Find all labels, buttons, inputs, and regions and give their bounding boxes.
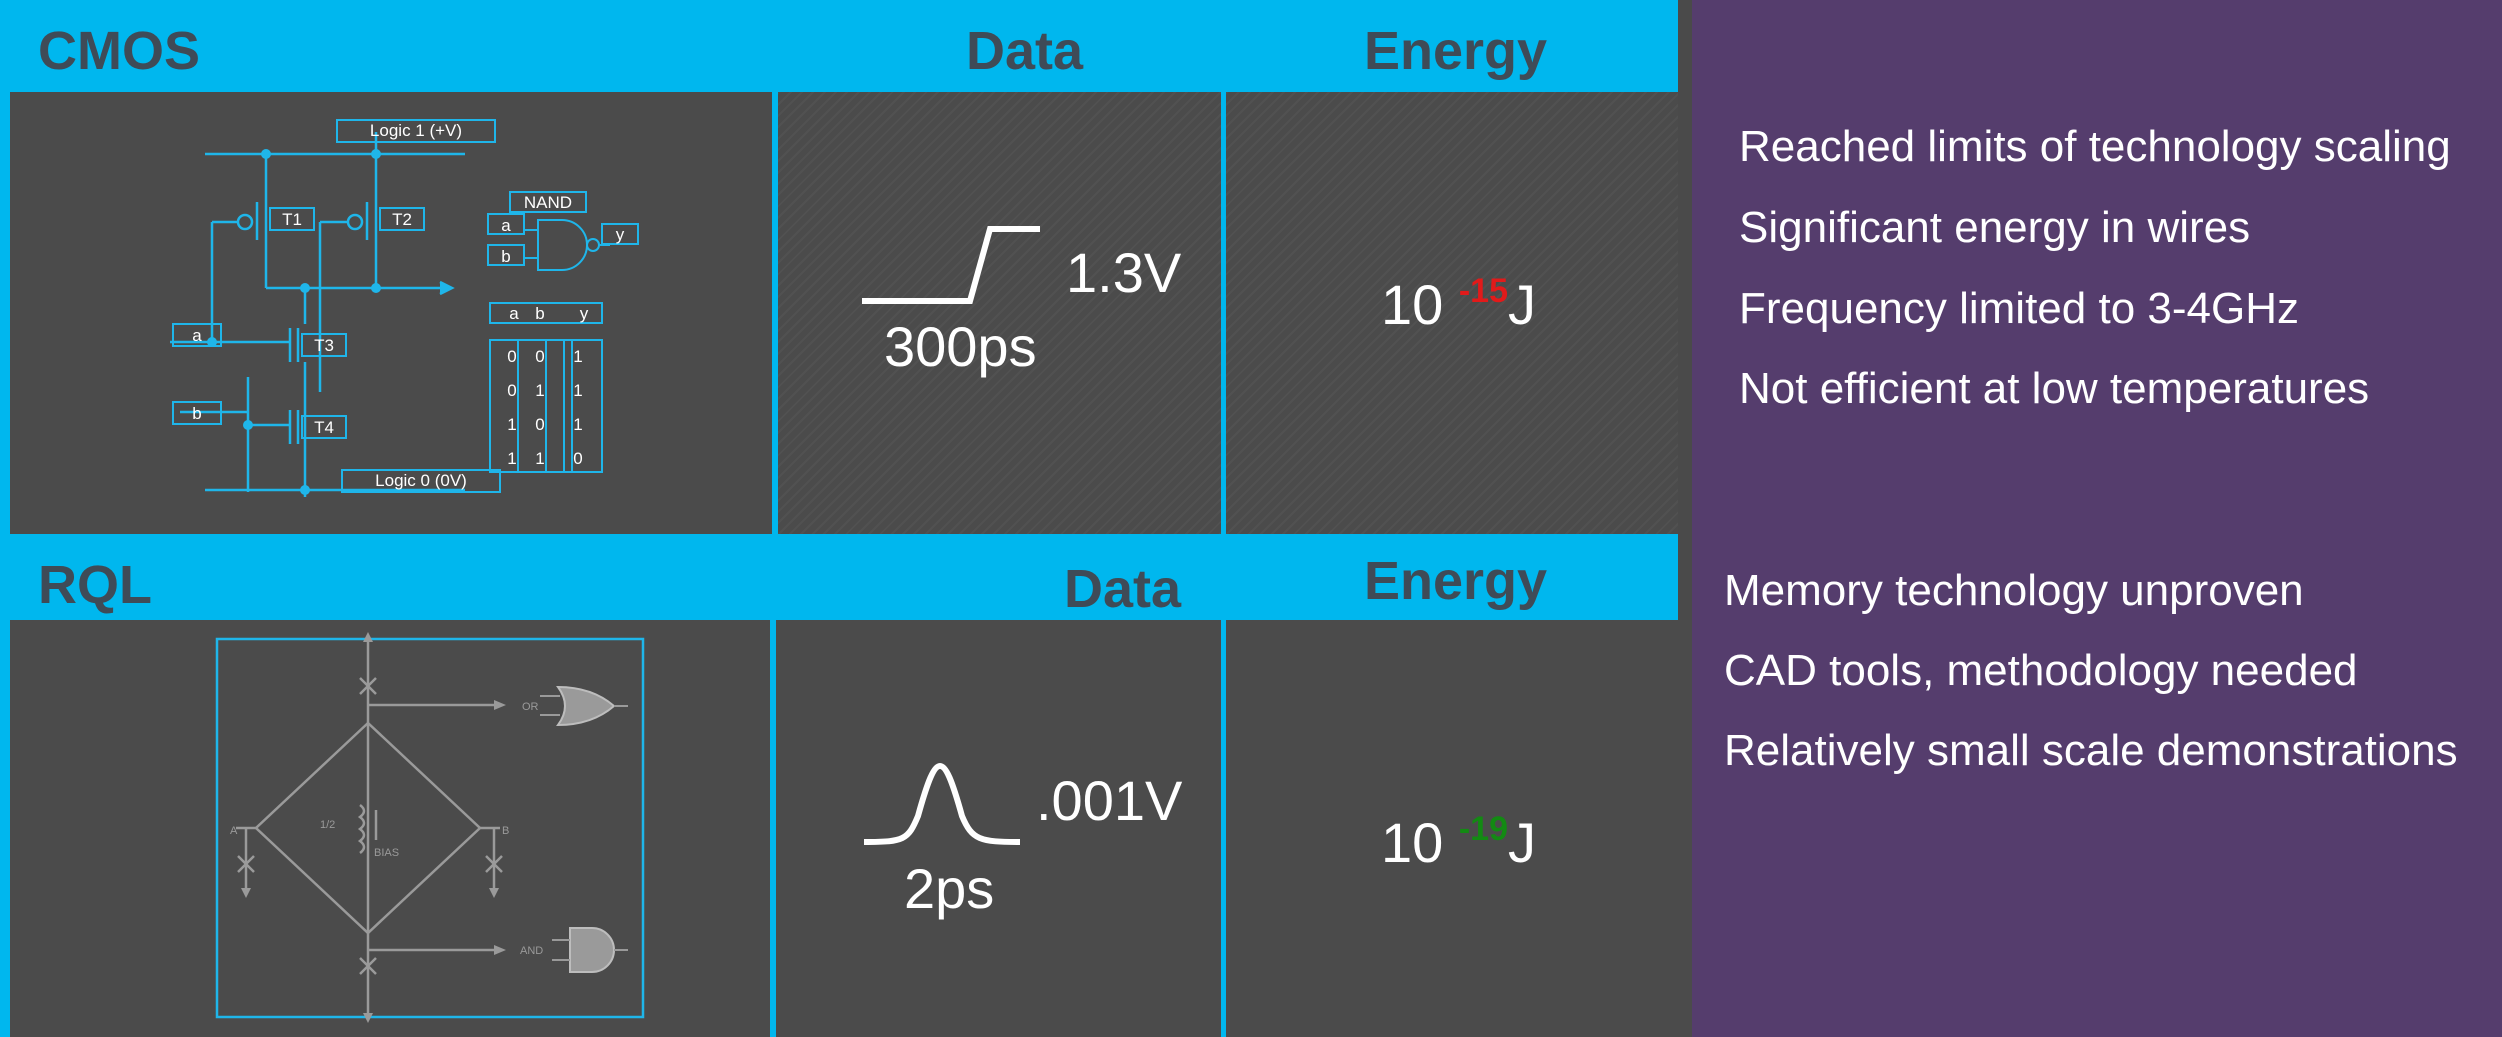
rql-energy-exponent: -19: [1458, 810, 1508, 848]
rql-half-label: 1/2: [320, 819, 335, 831]
t3-label: T3: [314, 336, 334, 355]
step-waveform-icon: [862, 226, 1040, 304]
gate-b-label: b: [501, 247, 510, 266]
rql-or-label: OR: [522, 701, 539, 713]
cmos-energy-header: Energy: [1364, 21, 1548, 81]
input-b-label: b: [192, 404, 201, 423]
tt-cell: 1: [573, 415, 582, 434]
cmos-bullet-2: Significant energy in wires: [1739, 203, 2251, 252]
tt-header-y: y: [580, 304, 589, 323]
rql-energy-base: 10: [1381, 811, 1444, 874]
tt-cell: 0: [535, 415, 544, 434]
t4-label: T4: [314, 418, 334, 437]
cmos-schematic-panel: Logic 1 (+V) Logic 0 (0V) T1 T2 T3 T4 a …: [10, 92, 772, 534]
cmos-energy-panel: 10 -15J: [1226, 92, 1678, 534]
tt-cell: 0: [573, 449, 582, 468]
rql-data-panel: .001V 2ps: [776, 620, 1221, 1037]
tt-cell: 1: [573, 381, 582, 400]
rql-bullet-3: Relatively small scale demonstrations: [1724, 726, 2458, 775]
rql-bullet-2: CAD tools, methodology needed: [1724, 646, 2358, 695]
cmos-voltage: 1.3V: [1066, 241, 1182, 304]
rql-time: 2ps: [904, 857, 995, 920]
t2-label: T2: [392, 210, 412, 229]
cmos-divider-1: [772, 92, 778, 538]
t1-label: T1: [282, 210, 302, 229]
rql-energy-panel: 10 -19J: [1226, 620, 1692, 1037]
cmos-bullet-1: Reached limits of technology scaling: [1739, 122, 2451, 171]
rql-left-border: [0, 620, 10, 1037]
rql-bullet-1: Memory technology unproven: [1724, 566, 2304, 615]
cmos-bullet-3: Frequency limited to 3-4GHz: [1739, 284, 2299, 333]
tt-cell: 1: [507, 415, 516, 434]
cmos-data-panel: 1.3V 300ps: [778, 92, 1221, 534]
tt-cell: 1: [535, 449, 544, 468]
rql-data-header: Data: [1064, 559, 1182, 619]
cmos-energy-base: 10: [1381, 273, 1444, 336]
cmos-title: CMOS: [38, 21, 200, 81]
rql-notes-panel: Memory technology unproven CAD tools, me…: [1692, 528, 2502, 1037]
tt-header-b: b: [535, 304, 544, 323]
cmos-divider-2: [1221, 92, 1226, 538]
cmos-nand-schematic: Logic 1 (+V) Logic 0 (0V) T1 T2 T3 T4 a …: [170, 119, 639, 497]
rql-and-label: AND: [520, 945, 543, 957]
gate-y-label: y: [616, 225, 625, 244]
tt-cell: 0: [507, 347, 516, 366]
tt-cell: 1: [507, 449, 516, 468]
cmos-bullet-4: Not efficient at low temperatures: [1739, 364, 2370, 413]
cmos-notes-panel: Reached limits of technology scaling Sig…: [1692, 0, 2502, 528]
rql-energy-value: 10 -19J: [1381, 810, 1536, 875]
tt-cell: 0: [535, 347, 544, 366]
logic0-label: Logic 0 (0V): [375, 471, 467, 490]
cmos-time: 300ps: [884, 315, 1037, 378]
tt-cell: 1: [535, 381, 544, 400]
cmos-header-bar: [0, 0, 1678, 92]
rql-energy-unit: J: [1508, 811, 1536, 874]
rql-a-label: A: [230, 825, 238, 837]
pulse-waveform-icon: [863, 762, 1021, 845]
rql-gate-schematic: OR AND BIAS 1/2 A B: [215, 632, 645, 1023]
rql-header-bar: [0, 534, 1678, 620]
cmos-energy-value: 10 -15J: [1381, 272, 1536, 337]
logic1-label: Logic 1 (+V): [370, 121, 462, 140]
gate-a-label: a: [501, 216, 511, 235]
input-a-label: a: [192, 326, 202, 345]
tt-cell: 0: [507, 381, 516, 400]
cmos-energy-unit: J: [1508, 273, 1536, 336]
nand-label: NAND: [524, 193, 572, 212]
tt-header-a: a: [509, 304, 519, 323]
rql-divider-1: [770, 620, 776, 1037]
rql-schematic-panel: OR AND BIAS 1/2 A B: [10, 620, 770, 1037]
rql-title: RQL: [38, 555, 152, 615]
cmos-data-header: Data: [966, 21, 1084, 81]
rql-divider-2: [1221, 620, 1226, 1037]
rql-energy-header: Energy: [1364, 551, 1548, 611]
rql-voltage: .001V: [1036, 769, 1183, 832]
rql-bias-label: BIAS: [374, 847, 399, 859]
cmos-energy-exponent: -15: [1458, 272, 1508, 310]
cmos-left-border: [0, 92, 10, 538]
rql-b-label: B: [502, 825, 509, 837]
tt-cell: 1: [573, 347, 582, 366]
